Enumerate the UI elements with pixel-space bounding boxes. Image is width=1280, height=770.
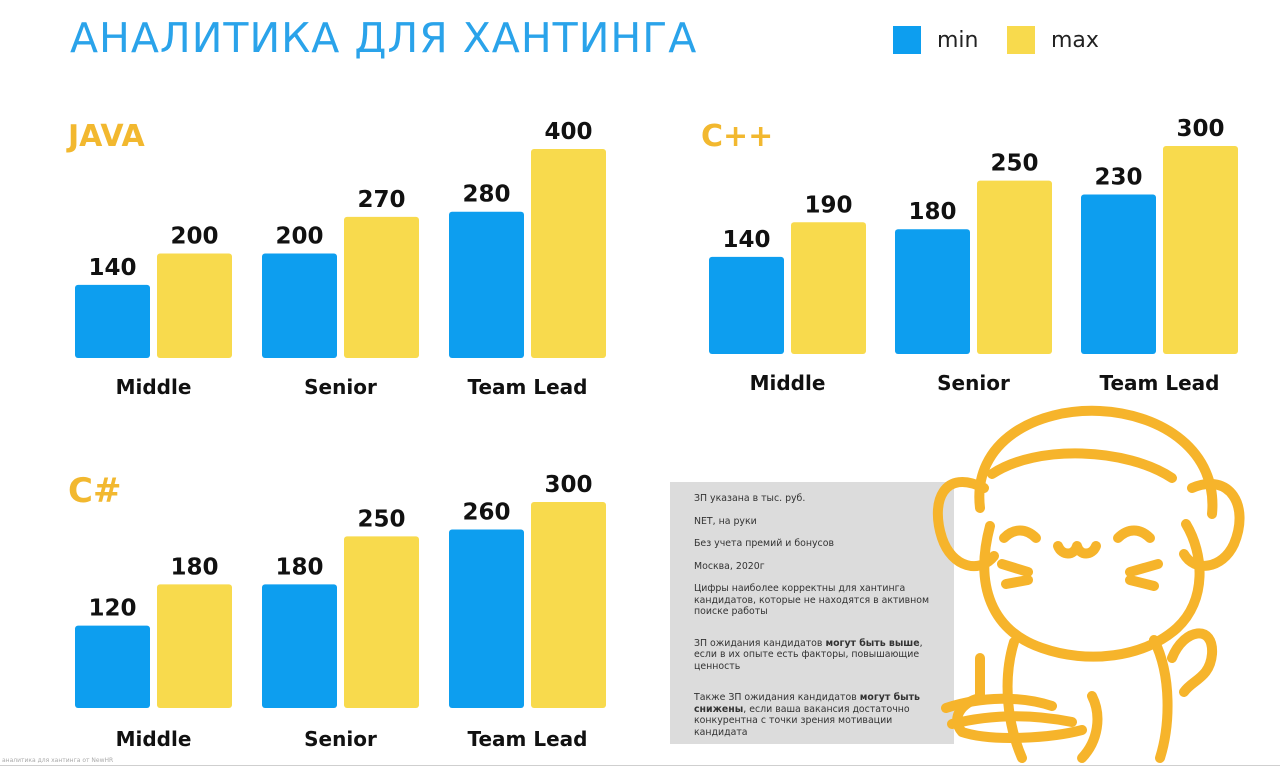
legend-label-min: min (937, 27, 979, 53)
bar-cpp-max-1 (977, 180, 1052, 354)
legend-item-max: max (1007, 26, 1099, 54)
bar-cpp-min-0 (709, 256, 784, 354)
value-label-cpp-max-2: 300 (1176, 116, 1224, 142)
legend-label-max: max (1051, 27, 1099, 53)
right-eye (1113, 525, 1155, 543)
chart-java: JAVA 140 200 Middle 200 270 Senior 280 400 Team L… (60, 100, 620, 410)
value-label-java-max-2: 400 (544, 119, 592, 145)
note-line-7: Также ЗП ожидания кандидатов могут быть … (694, 692, 938, 738)
chart-java-svg: JAVA 140 200 Middle 200 270 Senior 280 400 Team L… (66, 119, 606, 399)
bar-cpp-min-2 (1081, 194, 1156, 354)
note-line-1: ЗП указана в тыс. руб. (694, 493, 806, 504)
note-line-5: Цифры наиболее корректны для хантинга ка… (694, 583, 930, 617)
chart-cpp: C++ 140 190 Middle 180 250 Senior 230 300 Team Le… (693, 100, 1253, 410)
value-label-csharp-min-2: 260 (462, 499, 510, 525)
bar-java-min-2 (449, 211, 524, 358)
bar-java-min-0 (75, 284, 150, 358)
slide-footnote: аналитика для хантинга от NewHR (2, 757, 114, 764)
note-6-bold: могут быть выше (825, 637, 920, 649)
value-label-csharp-max-0: 180 (170, 554, 218, 580)
note-line-4: Москва, 2020г (694, 560, 765, 572)
note-line-6: ЗП ожидания кандидатов могут быть выше, … (694, 638, 938, 673)
category-label-csharp-2: Team Lead (468, 727, 588, 751)
category-label-csharp-1: Senior (304, 727, 377, 751)
headphone-band (974, 405, 1218, 519)
category-label-cpp-0: Middle (750, 371, 826, 395)
value-label-java-min-0: 140 (88, 255, 136, 281)
value-label-cpp-max-1: 250 (990, 151, 1038, 177)
category-label-cpp-2: Team Lead (1100, 371, 1220, 395)
bar-csharp-max-1 (344, 536, 419, 708)
value-label-csharp-max-1: 250 (357, 506, 405, 532)
value-label-java-max-1: 270 (357, 187, 405, 213)
note-7-bold: могут быть снижены (694, 692, 920, 715)
cat-mouth (1053, 541, 1101, 559)
left-whisker-2 (1001, 575, 1033, 589)
left-earcup (932, 477, 999, 572)
bar-csharp-min-1 (262, 584, 337, 708)
chart-title-cpp: C++ (701, 119, 773, 154)
headphone-band-inner (987, 448, 1177, 483)
value-label-java-min-1: 200 (275, 224, 323, 250)
bar-cpp-max-0 (791, 222, 866, 354)
category-label-java-0: Middle (116, 375, 192, 399)
laptop-keyboard-line-1 (941, 693, 1057, 713)
cat-mascot-illustration (932, 405, 1245, 763)
cat-body-right (1149, 635, 1173, 763)
chart-title-csharp: C# (68, 471, 121, 511)
bar-java-max-2 (531, 149, 606, 358)
note-7-text-a: Также ЗП ожидания кандидатов (694, 692, 860, 703)
notes-panel: ЗП указана в тыс. руб. NET, на руки Без … (670, 482, 954, 744)
note-line-2: NET, на руки (694, 515, 757, 527)
legend-swatch-max (1007, 26, 1035, 54)
bottom-divider (0, 765, 1280, 766)
note-line-3: Без учета премий и бонусов (694, 538, 834, 549)
chart-csharp: C# 120 180 Middle 180 250 Senior 260 300 Team Lea… (60, 458, 620, 758)
chart-cpp-svg: C++ 140 190 Middle 180 250 Senior 230 300 Team Le… (701, 116, 1238, 395)
category-label-csharp-0: Middle (116, 727, 192, 751)
category-label-java-1: Senior (304, 375, 377, 399)
value-label-cpp-max-0: 190 (804, 192, 852, 218)
bar-csharp-max-2 (531, 502, 606, 708)
bar-java-max-0 (157, 253, 232, 358)
value-label-cpp-min-1: 180 (908, 199, 956, 225)
bar-cpp-max-2 (1163, 146, 1238, 354)
bar-csharp-min-0 (75, 625, 150, 708)
value-label-cpp-min-0: 140 (722, 227, 770, 253)
chart-csharp-svg: C# 120 180 Middle 180 250 Senior 260 300 Team Lea… (68, 471, 606, 751)
value-label-java-max-0: 200 (170, 224, 218, 250)
value-label-csharp-min-1: 180 (275, 554, 323, 580)
right-whisker-2 (1125, 575, 1159, 591)
cat-head (979, 519, 1205, 662)
page-title: АНАЛИТИКА ДЛЯ ХАНТИНГА (70, 14, 698, 62)
left-eye (999, 525, 1041, 543)
legend-swatch-min (893, 26, 921, 54)
category-label-java-2: Team Lead (468, 375, 588, 399)
chart-title-java: JAVA (66, 119, 146, 154)
value-label-csharp-max-2: 300 (544, 472, 592, 498)
note-6-text-c: , если в их опыте есть факторы, повышающ… (694, 637, 923, 672)
value-label-cpp-min-2: 230 (1094, 165, 1142, 191)
legend-item-min: min (893, 26, 979, 54)
value-label-java-min-2: 280 (462, 182, 510, 208)
laptop-keyboard-line-2 (947, 711, 1077, 729)
note-6-text-a: ЗП ожидания кандидатов (694, 637, 826, 649)
bar-csharp-min-2 (449, 529, 524, 708)
bar-java-min-1 (262, 253, 337, 358)
category-label-cpp-1: Senior (937, 371, 1010, 395)
bar-cpp-min-1 (895, 229, 970, 354)
note-7-text-c: , если ваша вакансия достаточно конкурен… (694, 703, 910, 738)
left-whisker-1 (997, 559, 1033, 577)
raised-paw (1167, 628, 1218, 697)
cat-leg (1077, 691, 1103, 763)
bar-csharp-max-0 (157, 584, 232, 708)
value-label-csharp-min-0: 120 (88, 596, 136, 622)
bar-java-max-1 (344, 216, 419, 358)
right-whisker-1 (1125, 559, 1163, 577)
